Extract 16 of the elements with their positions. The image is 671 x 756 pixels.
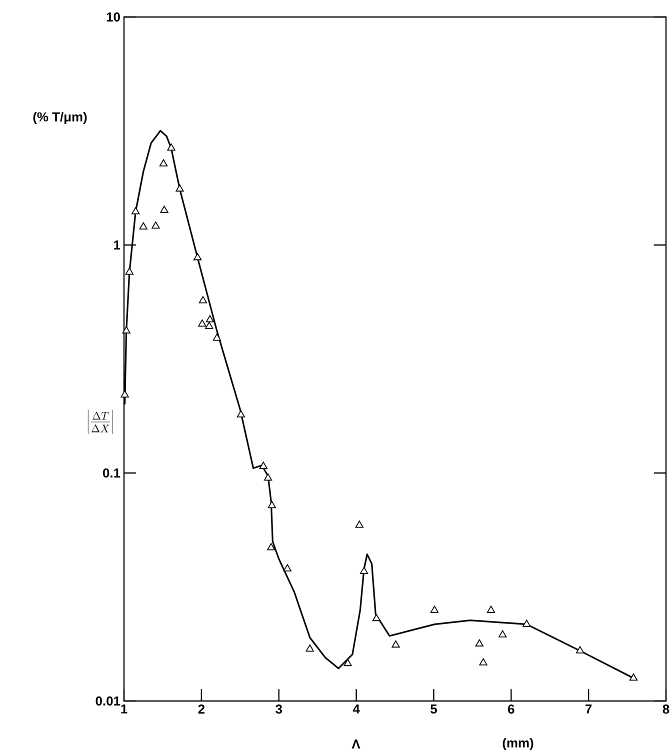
x-tick-label: 3 xyxy=(276,704,282,714)
y-tick-label: 10 xyxy=(106,12,120,22)
y-tick-label: 0.1 xyxy=(102,468,120,478)
x-tick-label: 2 xyxy=(198,704,205,714)
x-axis-title: Λ xyxy=(352,740,360,748)
text: (% T/μm) xyxy=(33,112,87,124)
y-tick-label: 0.01 xyxy=(96,696,120,706)
text: (mm) xyxy=(502,738,534,750)
x-tick-label: 5 xyxy=(430,704,437,714)
y-tick-label: 1 xyxy=(114,240,120,250)
x-tick-label: 7 xyxy=(586,704,592,714)
x-tick-label: 8 xyxy=(662,704,670,714)
x-tick-label: 1 xyxy=(121,704,128,714)
x-tick-label: 4 xyxy=(352,704,360,714)
y-axis-title: $\left|\frac{\Delta T}{\Delta X}\right|$ xyxy=(88,410,114,434)
x-tick-label: 6 xyxy=(508,704,514,714)
